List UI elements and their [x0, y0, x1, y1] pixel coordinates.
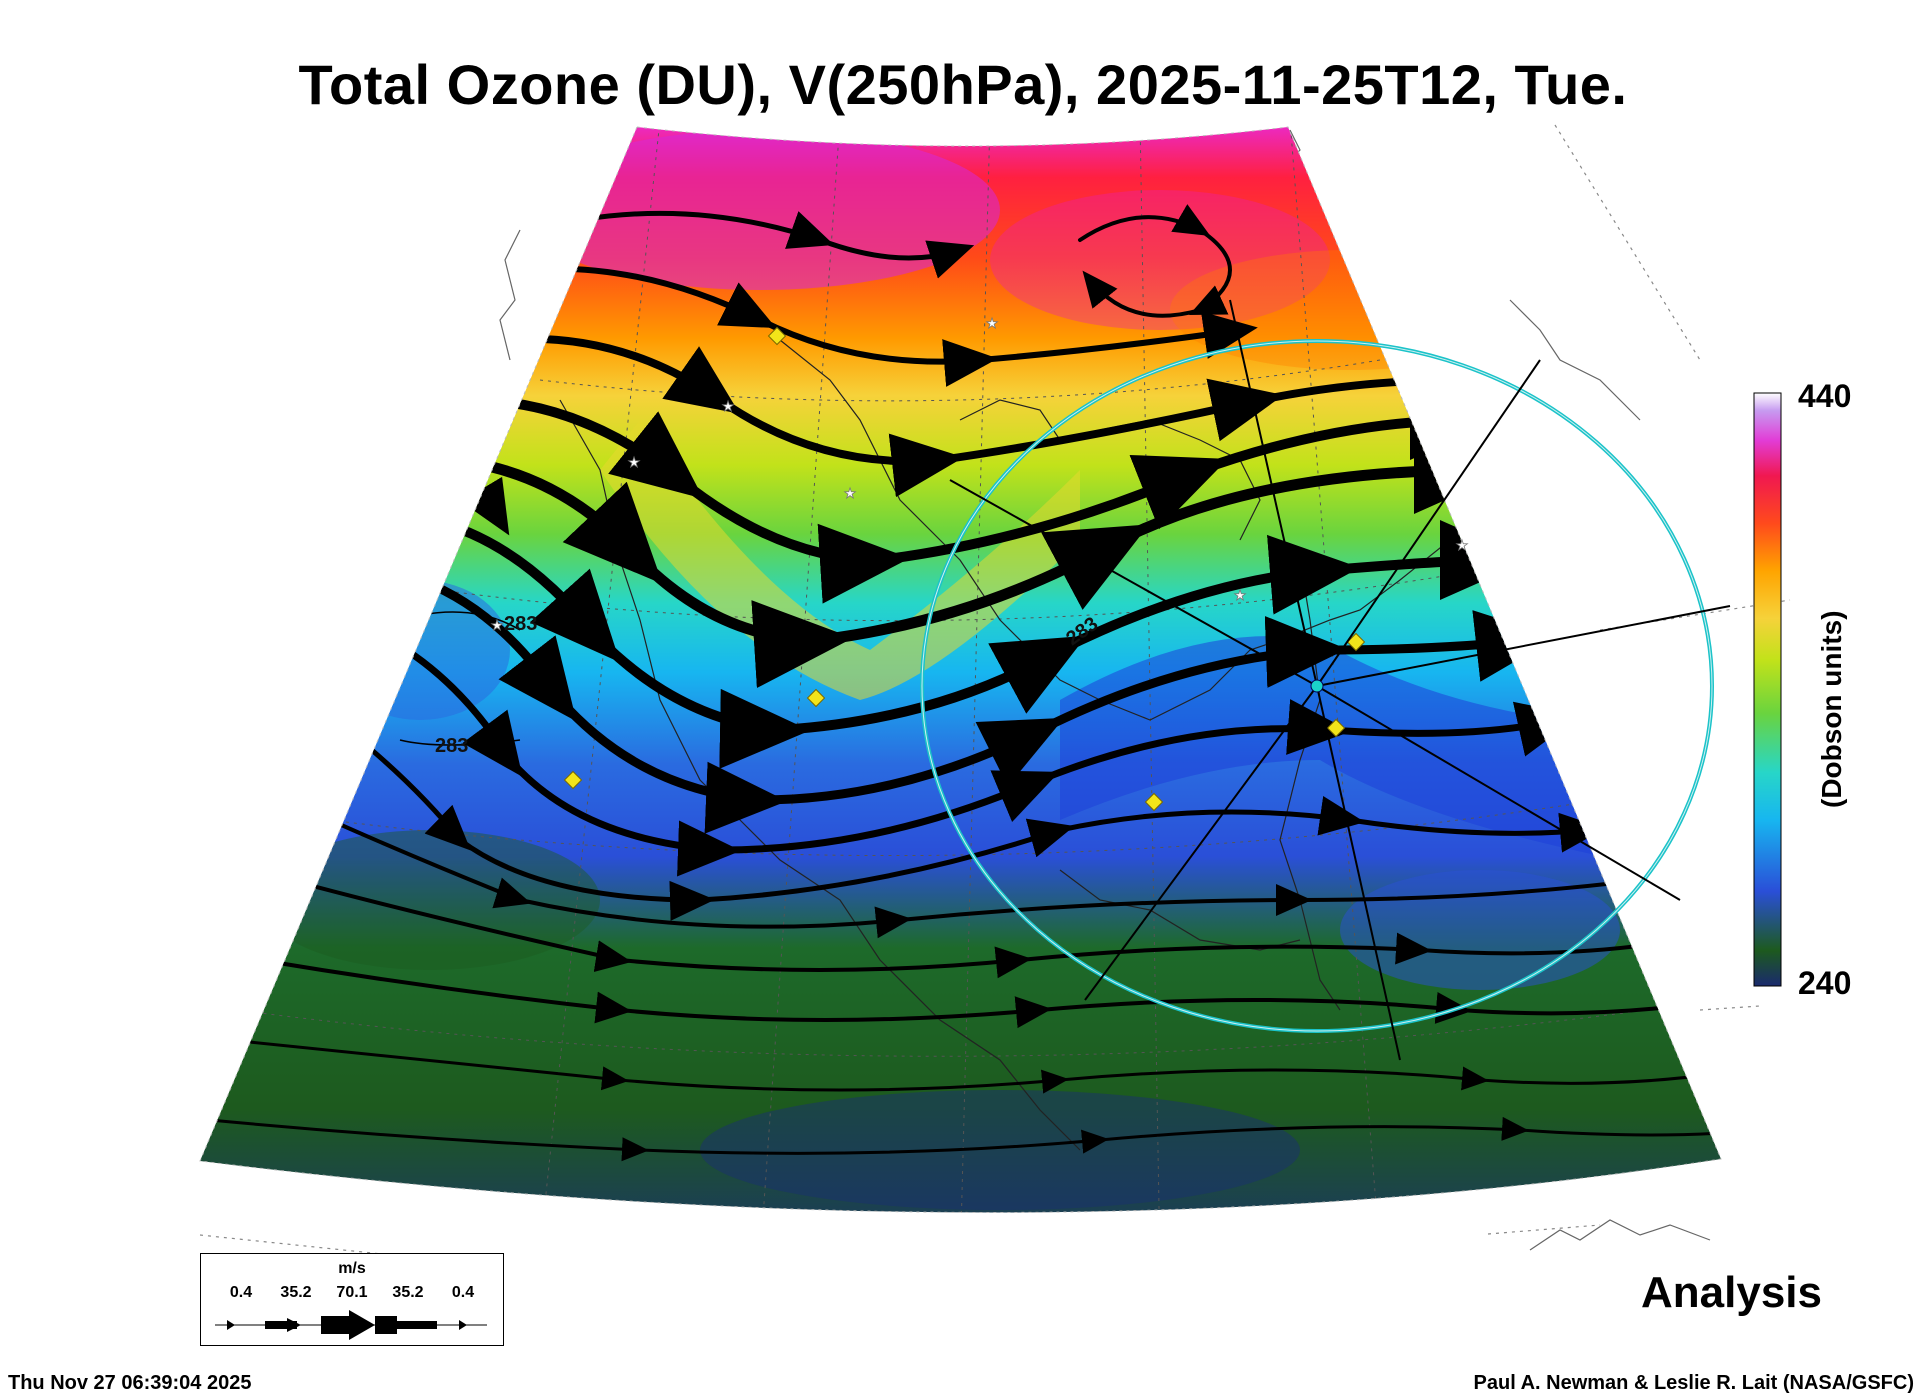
station-star-icon: ★ — [1234, 587, 1247, 603]
analysis-label: Analysis — [1641, 1268, 1822, 1317]
station-star-icon: ★ — [844, 485, 857, 501]
streamline — [258, 958, 1721, 1029]
station-star-icon: ★ — [986, 315, 999, 331]
legend-value: 0.4 — [451, 1284, 475, 1301]
legend-arrow-scale — [215, 1310, 487, 1340]
map-title: Total Ozone (DU), V(250hPa), 2025-11-25T… — [298, 53, 1628, 116]
streamline — [1368, 288, 1529, 322]
streamline — [357, 737, 1605, 921]
streamline — [577, 210, 975, 279]
colorbar-title: (Dobson units) — [1816, 610, 1847, 808]
legend-unit: m/s — [338, 1260, 366, 1277]
station-diamond-icon — [1144, 792, 1164, 812]
range-circle — [920, 299, 1731, 1061]
contour-label-1: 283 — [504, 613, 537, 635]
streamlines — [208, 204, 1721, 1162]
colorbar — [1753, 392, 1782, 987]
colorbar-max-label: 440 — [1798, 378, 1852, 414]
station-diamond-icon — [563, 770, 583, 790]
ozone-max-region — [520, 130, 1000, 290]
legend-value: 35.2 — [392, 1284, 424, 1301]
streamline — [328, 818, 1652, 939]
station-markers: ★ ★ ★ ★ ★ ★ ★ — [490, 315, 1469, 812]
credit: Paul A. Newman & Leslie R. Lait (NASA/GS… — [1473, 1372, 1914, 1394]
timestamp: Thu Nov 27 06:39:04 2025 — [8, 1372, 252, 1394]
station-diamond-icon — [767, 326, 787, 346]
streamline — [208, 1116, 1721, 1162]
streamline — [1078, 204, 1232, 318]
map-frame — [199, 126, 1722, 1213]
colorbar-min-label: 240 — [1798, 965, 1852, 1001]
station-star-icon: ★ — [491, 617, 504, 633]
streamline — [288, 878, 1692, 979]
legend-value: 70.1 — [336, 1284, 368, 1301]
station-diamond-icon — [806, 688, 826, 708]
legend-value: 0.4 — [229, 1284, 253, 1301]
station-star-icon: ★ — [1456, 537, 1469, 553]
station-diamond-icon — [1326, 718, 1346, 738]
legend-value: 35.2 — [280, 1284, 312, 1301]
streamline — [228, 1038, 1721, 1094]
contour-label-2: 283 — [435, 735, 468, 757]
station-diamond-icon — [1346, 632, 1366, 652]
station-star-icon: ★ — [628, 454, 641, 470]
center-marker-icon — [1310, 679, 1324, 693]
station-star-icon: ★ — [722, 398, 735, 414]
wind-speed-legend: m/s 0.4 35.2 70.1 35.2 0.4 — [200, 1253, 504, 1346]
